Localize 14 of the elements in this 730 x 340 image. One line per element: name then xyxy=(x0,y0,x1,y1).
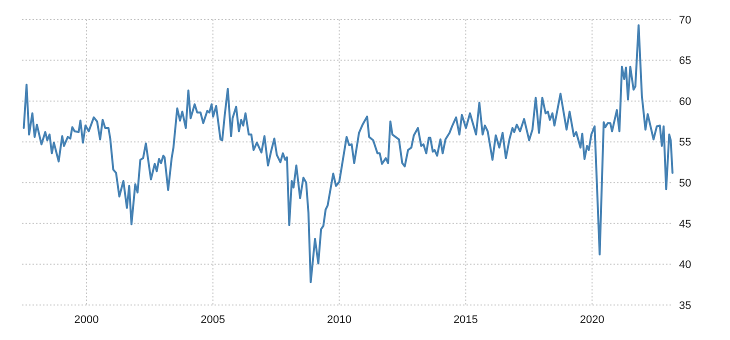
line-series xyxy=(22,24,674,284)
y-tick-label: 70 xyxy=(679,14,692,26)
y-tick-label: 45 xyxy=(679,218,692,230)
x-tick-label: 2005 xyxy=(200,314,226,326)
y-tick-label: 55 xyxy=(679,136,692,149)
y-tick-label: 50 xyxy=(679,177,692,190)
y-tick-label: 35 xyxy=(679,300,692,312)
x-tick-label: 2010 xyxy=(327,314,352,326)
y-tick-label: 40 xyxy=(679,259,692,272)
x-tick-label: 2015 xyxy=(453,314,478,326)
y-tick-label: 65 xyxy=(679,55,692,68)
y-tick-label: 60 xyxy=(679,96,692,108)
x-tick-label: 2020 xyxy=(580,314,604,326)
x-tick-label: 2000 xyxy=(74,314,99,326)
